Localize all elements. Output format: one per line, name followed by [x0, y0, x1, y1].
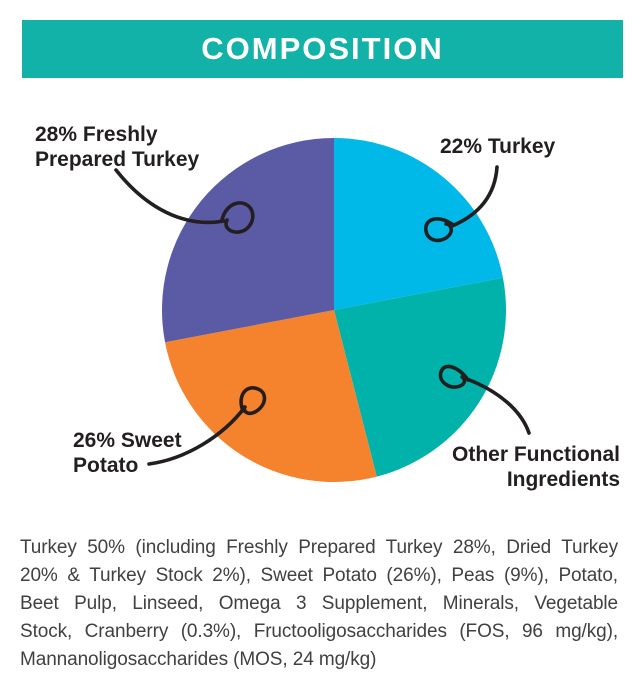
pie-slice-3	[162, 138, 334, 343]
label-other-functional-ingredients: Other Functional Ingredients	[452, 442, 620, 492]
pie-slice-0	[334, 138, 503, 310]
label-freshly-prepared-turkey: 28% Freshly Prepared Turkey	[35, 122, 199, 172]
composition-text-line: 20% & Turkey Stock 2%), Sweet Potato (26…	[20, 565, 618, 586]
composition-text-line: Mannanoligosaccharides (MOS, 24 mg/kg)	[20, 649, 377, 670]
label-line: 26% Sweet	[73, 429, 182, 452]
composition-text-line: Stock, Cranberry (0.3%), Fructooligosacc…	[20, 621, 618, 642]
label-line: Ingredients	[506, 468, 620, 491]
label-line: Prepared Turkey	[35, 148, 200, 171]
label-sweet-potato: 26% Sweet Potato	[73, 428, 182, 478]
label-turkey: 22% Turkey	[440, 134, 555, 159]
composition-text-line: Beet Pulp, Linseed, Omega 3 Supplement, …	[20, 593, 618, 614]
composition-text-line: Turkey 50% (including Freshly Prepared T…	[20, 537, 618, 558]
composition-text: Turkey 50% (including Freshly Prepared T…	[20, 534, 618, 674]
pie-slice-2	[165, 310, 377, 482]
pie-chart	[162, 138, 506, 482]
pie-slice-1	[334, 277, 506, 477]
label-line: 28% Freshly	[35, 123, 158, 146]
composition-header-banner: COMPOSITION	[22, 20, 623, 78]
page-title: COMPOSITION	[201, 31, 444, 66]
pie-chart-svg	[162, 138, 506, 482]
label-line: Other Functional	[452, 443, 620, 466]
label-line: Potato	[73, 454, 139, 477]
label-line: 22% Turkey	[440, 135, 556, 158]
